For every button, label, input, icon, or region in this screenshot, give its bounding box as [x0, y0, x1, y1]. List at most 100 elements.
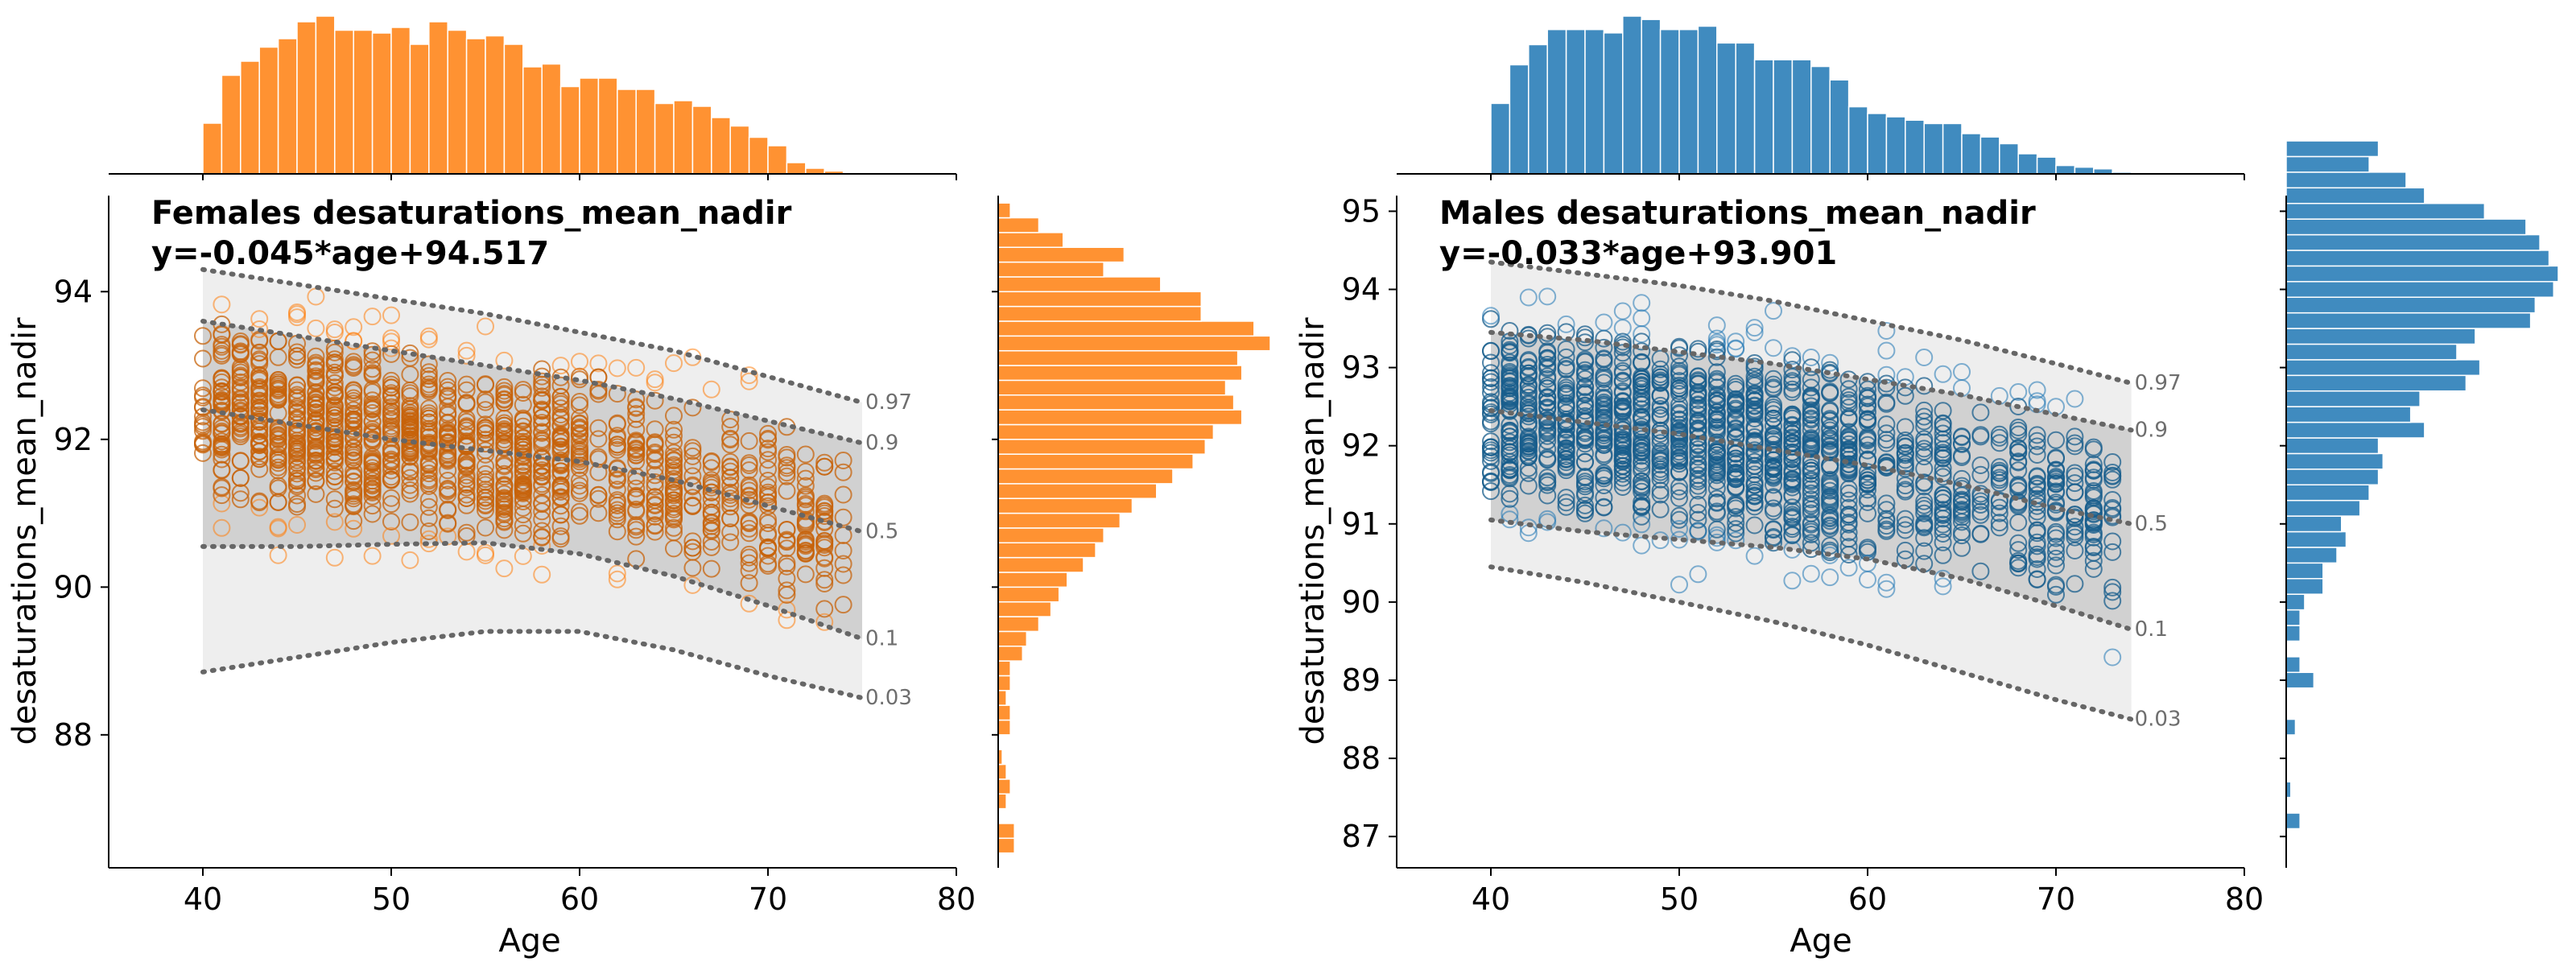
females-data-point: [419, 509, 438, 527]
males-data-point: [2103, 470, 2122, 489]
females-data-point: [419, 428, 438, 447]
females-data-point: [495, 351, 514, 369]
males-data-point: [2084, 502, 2103, 521]
females-data-point: [457, 381, 476, 399]
females-data-point: [495, 452, 514, 470]
females-data-point: [477, 518, 494, 537]
males-data-point: [1821, 489, 1839, 507]
females-data-point: [533, 528, 551, 547]
males-value-hist-bar: [2285, 578, 2324, 595]
females-data-point: [231, 423, 250, 441]
males-data-point: [2103, 583, 2122, 601]
males-age-hist-bar: [1867, 113, 1888, 175]
females-data-point: [683, 559, 702, 577]
males-data-point: [1576, 364, 1594, 382]
males-data-point: [1670, 411, 1688, 429]
females-data-point: [439, 450, 457, 469]
females-data-point: [702, 380, 720, 398]
males-data-point: [1839, 380, 1858, 398]
males-data-point: [2028, 533, 2046, 551]
males-data-point: [1633, 407, 1651, 426]
males-data-point: [1745, 487, 1764, 506]
males-data-point: [1802, 484, 1820, 502]
males-data-point: [1783, 509, 1802, 527]
females-quantile-curve: [200, 540, 865, 642]
females-data-point: [759, 451, 777, 469]
females-data-point: [269, 429, 287, 448]
males-data-point: [1745, 319, 1764, 337]
females-data-point: [571, 370, 588, 389]
females-data-point: [495, 510, 514, 528]
males-data-point: [1971, 403, 1990, 422]
females-data-point: [477, 489, 494, 507]
males-data-point: [2084, 440, 2103, 459]
males-data-point: [1859, 429, 1876, 448]
males-data-point: [1557, 385, 1575, 403]
females-data-point: [514, 384, 532, 402]
males-data-point: [1707, 410, 1726, 428]
males-data-point: [1915, 412, 1934, 431]
males-data-point: [1538, 324, 1557, 342]
males-data-point: [1557, 315, 1575, 333]
females-data-point: [213, 460, 231, 479]
males-quantile-curve: [1488, 517, 2134, 632]
males-data-point: [1802, 476, 1820, 494]
females-data-point: [213, 437, 231, 456]
males-data-point: [1670, 449, 1688, 468]
males-data-point: [1557, 453, 1575, 472]
females-data-point: [439, 446, 457, 464]
females-data-point: [796, 535, 815, 553]
females-data-point: [589, 419, 608, 437]
males-data-point: [1934, 402, 1952, 420]
males-data-point: [1689, 384, 1707, 402]
females-data-point: [457, 458, 476, 477]
males-data-point: [2066, 390, 2084, 408]
females-y-tick-label: 88: [54, 717, 93, 753]
males-data-point: [2047, 482, 2065, 501]
females-data-point: [815, 600, 834, 618]
females-data-point: [740, 514, 758, 533]
females-data-point: [683, 532, 702, 551]
males-age-hist-bar: [1942, 122, 1963, 175]
females-data-point: [325, 406, 344, 424]
males-data-point: [1783, 572, 1802, 590]
females-data-point: [571, 471, 588, 489]
females-data-point: [740, 372, 758, 390]
males-data-point: [1990, 518, 2008, 537]
males-data-point: [1689, 374, 1707, 393]
males-data-point: [2047, 537, 2065, 555]
males-age-hist-bar: [2055, 164, 2076, 175]
males-data-point: [1613, 412, 1632, 431]
females-data-point: [345, 405, 363, 423]
females-data-point: [307, 459, 325, 477]
females-data-point: [419, 470, 438, 489]
males-data-point: [1839, 515, 1858, 534]
males-age-hist-bar: [1885, 116, 1906, 175]
females-data-point: [345, 381, 363, 399]
males-data-point: [1802, 406, 1820, 424]
males-data-point: [1651, 466, 1670, 485]
males-data-point: [1765, 465, 1782, 484]
females-data-point: [608, 564, 626, 583]
males-data-point: [1859, 475, 1876, 493]
males-data-point: [1633, 373, 1651, 391]
males-data-point: [1670, 482, 1688, 501]
males-data-point: [1689, 413, 1707, 431]
females-data-point: [778, 464, 796, 482]
males-data-point: [1765, 446, 1782, 464]
females-data-point: [514, 452, 532, 471]
males-data-point: [1633, 395, 1651, 414]
females-value-hist-bar: [997, 335, 1271, 352]
males-data-point: [1689, 340, 1707, 358]
females-data-point: [571, 477, 588, 495]
males-data-point: [1745, 516, 1764, 535]
males-value-hist-bar: [2285, 140, 2380, 158]
females-value-hist-bar: [997, 763, 1007, 780]
females-data-point: [345, 392, 363, 410]
females-data-point: [759, 431, 777, 449]
females-data-point: [307, 485, 325, 503]
males-data-point: [1877, 573, 1896, 592]
males-data-point: [1821, 568, 1839, 587]
females-data-point: [363, 360, 382, 378]
